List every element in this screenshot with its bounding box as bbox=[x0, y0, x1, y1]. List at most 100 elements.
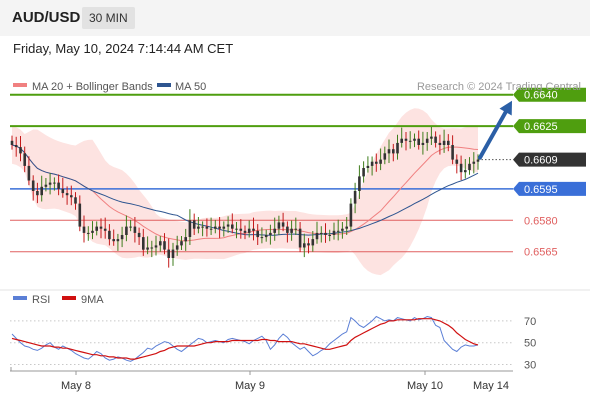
rsi-ma-line bbox=[11, 318, 479, 360]
candle bbox=[129, 219, 132, 232]
resistance-price-tag-1: 0.6625 bbox=[513, 119, 586, 134]
candle bbox=[438, 134, 442, 155]
candle bbox=[396, 134, 399, 160]
candle bbox=[349, 198, 353, 232]
candle bbox=[353, 182, 357, 214]
candle bbox=[447, 134, 450, 152]
rsi-ma-legend-swatch bbox=[62, 296, 76, 300]
candle bbox=[10, 135, 14, 150]
candle bbox=[87, 226, 90, 241]
candle bbox=[459, 155, 463, 181]
candle bbox=[154, 235, 158, 256]
candle bbox=[366, 156, 370, 173]
candle bbox=[184, 228, 187, 251]
price-chart: 0.6640 0.6625 0.6609 0.6595 0.6580 0.6565 MA … bbox=[10, 81, 586, 276]
candle bbox=[417, 130, 420, 150]
candle bbox=[264, 229, 268, 242]
candle bbox=[159, 236, 162, 252]
candle bbox=[256, 224, 259, 245]
candle bbox=[91, 221, 94, 240]
candle bbox=[61, 177, 65, 198]
candle bbox=[370, 156, 374, 176]
svg-text:0.6609: 0.6609 bbox=[524, 155, 558, 167]
symbol-title: AUD/USD bbox=[12, 9, 81, 26]
candle bbox=[201, 221, 204, 237]
forecast-arrow-shaft bbox=[478, 107, 509, 160]
candle bbox=[167, 238, 170, 268]
support-price-tag-5: 0.6565 bbox=[524, 247, 558, 259]
candle bbox=[99, 218, 103, 239]
candle bbox=[328, 229, 331, 242]
candle bbox=[311, 231, 315, 252]
candle bbox=[150, 240, 154, 258]
candle bbox=[175, 235, 179, 256]
x-tick-label: May 14 bbox=[473, 380, 509, 392]
candle bbox=[298, 222, 302, 253]
bollinger-bands-area bbox=[12, 108, 478, 276]
candle bbox=[82, 215, 86, 243]
support-price-tag-4: 0.6580 bbox=[524, 215, 558, 227]
candle bbox=[273, 217, 276, 241]
candle bbox=[413, 133, 416, 148]
credit-text: Research © 2024 Trading Central bbox=[417, 81, 581, 93]
candle bbox=[14, 136, 18, 157]
candle bbox=[243, 225, 247, 240]
candle bbox=[442, 129, 446, 153]
candle bbox=[375, 153, 378, 172]
rsi-tick-label: 30 bbox=[524, 360, 536, 372]
candle bbox=[36, 182, 39, 204]
candle bbox=[260, 227, 264, 244]
candle bbox=[48, 173, 52, 195]
candle bbox=[171, 242, 175, 266]
ma50-legend-label: MA 50 bbox=[175, 81, 206, 93]
candle bbox=[315, 221, 319, 244]
candle bbox=[400, 127, 403, 148]
candle bbox=[345, 217, 348, 235]
resistance-price-tag-0: 0.6640 bbox=[513, 87, 586, 102]
candle bbox=[27, 156, 31, 186]
ma20-legend-swatch bbox=[13, 83, 27, 87]
candle bbox=[303, 233, 306, 258]
rsi-legend-label: RSI bbox=[32, 294, 50, 306]
candle bbox=[74, 192, 77, 210]
candle bbox=[476, 154, 480, 170]
svg-text:0.6640: 0.6640 bbox=[524, 90, 558, 102]
candle bbox=[332, 222, 336, 240]
candle bbox=[336, 219, 340, 241]
svg-text:0.6580: 0.6580 bbox=[524, 215, 558, 227]
candle bbox=[392, 143, 395, 162]
svg-text:0.6565: 0.6565 bbox=[524, 247, 558, 259]
x-tick-label: May 8 bbox=[61, 380, 91, 392]
rsi-legend-swatch bbox=[13, 296, 27, 300]
candle bbox=[277, 215, 281, 235]
candle bbox=[214, 219, 217, 234]
candle bbox=[472, 152, 476, 174]
candle bbox=[239, 219, 243, 239]
candle bbox=[290, 220, 293, 241]
forecast-arrow-head bbox=[499, 100, 512, 116]
candle bbox=[286, 221, 289, 243]
candle bbox=[294, 217, 298, 235]
candle bbox=[133, 217, 137, 243]
rsi-panel: RSI 9MA 70 50 30 May 8 May 9 May 10 May 14 bbox=[0, 289, 590, 392]
candle bbox=[31, 175, 35, 201]
candle bbox=[226, 216, 230, 233]
date-timestamp: Friday, May 10, 2024 7:14:44 AM CET bbox=[13, 41, 234, 56]
candle bbox=[281, 212, 285, 232]
candle bbox=[464, 159, 467, 179]
candle bbox=[142, 228, 145, 256]
rsi-tick-label: 50 bbox=[524, 338, 536, 350]
timeframe-button[interactable]: 30 MIN bbox=[82, 7, 135, 29]
svg-text:0.6595: 0.6595 bbox=[524, 184, 558, 196]
rsi-tick-label: 70 bbox=[524, 316, 536, 328]
candle bbox=[192, 213, 196, 235]
candle bbox=[95, 221, 98, 236]
candle bbox=[125, 215, 128, 242]
rsi-line bbox=[11, 315, 479, 362]
candle bbox=[247, 220, 251, 238]
candle bbox=[455, 154, 459, 174]
candle bbox=[205, 218, 209, 237]
candle bbox=[70, 185, 73, 206]
candle bbox=[23, 146, 26, 173]
candle bbox=[404, 132, 408, 151]
